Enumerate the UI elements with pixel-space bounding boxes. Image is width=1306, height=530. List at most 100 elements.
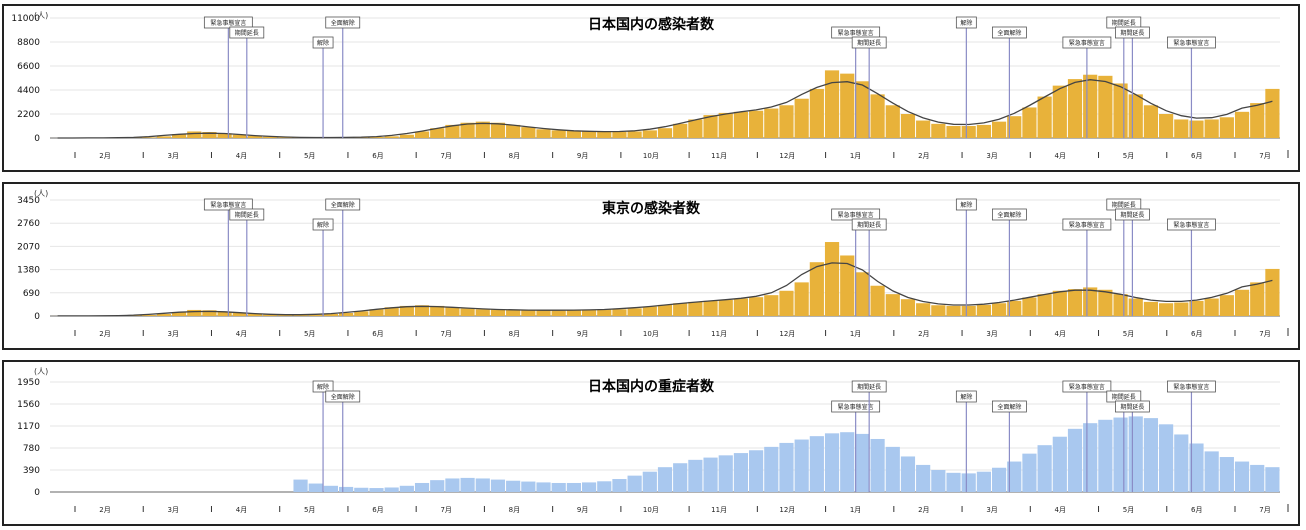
bar xyxy=(475,121,490,138)
bar xyxy=(475,309,490,316)
x-tick-label: 2月 xyxy=(918,330,929,338)
x-tick-label: 6月 xyxy=(1191,152,1202,160)
event-marker-box xyxy=(325,390,361,403)
bar xyxy=(475,478,490,492)
bar xyxy=(612,132,627,138)
x-tick-label: 6月 xyxy=(372,506,383,514)
event-marker-label: 解除 xyxy=(960,393,972,401)
x-tick-label: 5月 xyxy=(1123,506,1134,514)
event-marker-box xyxy=(325,16,361,29)
bar xyxy=(1007,116,1022,138)
y-tick-label: 3450 xyxy=(17,196,40,206)
bar xyxy=(323,485,339,492)
bar xyxy=(1174,119,1189,138)
bar xyxy=(1022,107,1037,138)
x-tick-label: 4月 xyxy=(236,330,247,338)
bar xyxy=(673,463,688,492)
bar xyxy=(688,301,703,316)
x-tick-label: 1月 xyxy=(850,152,861,160)
bar xyxy=(931,123,946,138)
bar xyxy=(217,311,232,316)
chart-panel-tokyo-cases: 0 690 1380 2070 2760 3450 2月 3月 4月 5月 6月 7月 8月 9月 10月 1… xyxy=(2,182,1300,350)
event-marker-label: 緊急事態宣言 xyxy=(838,29,874,37)
event-marker-label: 期間延長 xyxy=(857,383,881,391)
bar xyxy=(1007,461,1022,492)
event-marker-box xyxy=(831,400,881,413)
x-tick-label: 3月 xyxy=(168,506,179,514)
bar xyxy=(339,312,354,316)
bar xyxy=(171,311,187,316)
bar xyxy=(657,304,673,316)
chart-title: 東京の感染者数 xyxy=(602,201,700,217)
x-tick-label: 3月 xyxy=(168,152,179,160)
x-tick-label: 10月 xyxy=(643,330,659,338)
bar xyxy=(703,300,718,316)
y-tick-label: 780 xyxy=(23,444,40,454)
bar xyxy=(597,132,612,138)
x-tick-label: 4月 xyxy=(236,506,247,514)
bar xyxy=(414,305,430,316)
bar xyxy=(976,471,991,492)
chart-title: 日本国内の重症者数 xyxy=(588,379,714,395)
event-marker-label: 全面解除 xyxy=(331,19,355,27)
x-tick-label: 7月 xyxy=(440,330,451,338)
bar xyxy=(566,130,581,138)
bar xyxy=(991,303,1007,316)
x-tick-label: 2月 xyxy=(99,152,110,160)
event-marker-box xyxy=(992,26,1027,39)
y-tick-label: 0 xyxy=(34,312,40,322)
bar xyxy=(1234,111,1250,138)
event-marker-box xyxy=(851,218,887,231)
y-tick-label: 0 xyxy=(34,488,40,498)
bar xyxy=(733,298,749,316)
bar xyxy=(642,306,657,316)
bar xyxy=(1265,467,1280,492)
chart-tokyo-cases: 0 690 1380 2070 2760 3450 2月 3月 4月 5月 6月 7月 8月 9月 10月 1… xyxy=(17,196,1289,338)
x-tick-label: 4月 xyxy=(1055,152,1066,160)
bar xyxy=(1189,120,1204,138)
bar xyxy=(566,482,581,492)
bar xyxy=(1007,300,1022,316)
bar xyxy=(1250,464,1265,492)
event-marker-label: 期間延長 xyxy=(1112,201,1136,209)
bar xyxy=(749,450,764,492)
bar xyxy=(612,479,627,492)
bar xyxy=(354,487,369,492)
bar xyxy=(536,310,551,316)
bar xyxy=(1204,451,1219,492)
bar xyxy=(369,309,384,316)
x-tick-label: 6月 xyxy=(372,152,383,160)
event-marker-box xyxy=(312,218,334,231)
event-marker-label: 緊急事態宣言 xyxy=(210,201,246,209)
bar xyxy=(1128,94,1143,138)
bar xyxy=(794,98,809,138)
bar xyxy=(597,309,612,316)
x-tick-label: 2月 xyxy=(918,152,929,160)
bar xyxy=(976,124,991,138)
bar xyxy=(1159,114,1174,138)
event-marker-label: 全面解除 xyxy=(997,29,1021,37)
x-tick-label: 9月 xyxy=(577,330,588,338)
event-marker-label: 解除 xyxy=(960,201,972,209)
bar xyxy=(369,488,384,492)
bar xyxy=(1113,417,1128,492)
bar xyxy=(171,134,187,138)
bar xyxy=(1113,294,1128,316)
bar xyxy=(293,479,308,492)
bar xyxy=(1189,300,1204,316)
event-marker-label: 期間延長 xyxy=(857,221,881,229)
y-tick-label: 4400 xyxy=(17,86,40,96)
event-marker-box xyxy=(955,198,977,211)
bar xyxy=(916,120,931,138)
bar xyxy=(885,294,900,316)
bar xyxy=(779,442,794,492)
bar xyxy=(187,131,202,138)
event-marker-label: 解除 xyxy=(317,221,329,229)
bar xyxy=(399,134,414,138)
bar xyxy=(1067,289,1083,316)
bar xyxy=(779,105,794,138)
bar xyxy=(521,309,536,316)
y-tick-label: 0 xyxy=(34,134,40,144)
x-tick-label: 3月 xyxy=(986,330,997,338)
bar xyxy=(581,309,597,316)
